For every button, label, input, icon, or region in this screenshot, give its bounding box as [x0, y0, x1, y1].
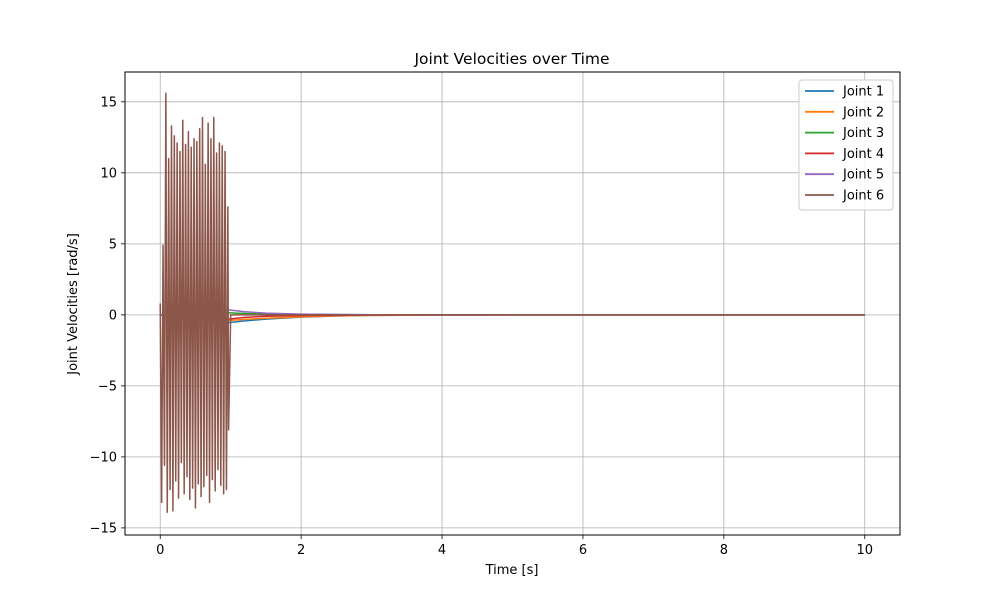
x-tick-label: 6 — [579, 543, 587, 558]
series-line-joint-6 — [159, 92, 865, 514]
legend-label-joint-3: Joint 3 — [842, 126, 884, 141]
y-tick-label: 5 — [109, 237, 117, 252]
legend: Joint 1 Joint 2 Joint 3 Joint 4 Joint 5 Joint… — [798, 79, 894, 211]
y-tick-label: −10 — [90, 450, 117, 465]
y-tick-label: 0 — [109, 308, 117, 323]
x-tick-label: 8 — [720, 543, 728, 558]
legend-label-joint-6: Joint 6 — [842, 189, 884, 204]
y-tick-label: −15 — [90, 521, 117, 536]
x-tick-label: 0 — [156, 543, 164, 558]
legend-label-joint-1: Joint 1 — [842, 85, 884, 100]
x-tick-label: 2 — [297, 543, 305, 558]
legend-label-joint-2: Joint 2 — [842, 105, 884, 120]
chart-title: Joint Velocities over Time — [413, 50, 609, 68]
y-tick-label: −5 — [98, 379, 117, 394]
legend-label-joint-4: Joint 4 — [842, 147, 884, 162]
plot-series — [159, 92, 865, 514]
axis-ticks: 0 2 4 6 8 10 −15 −10 −5 0 5 10 15 — [90, 95, 873, 558]
x-axis-label: Time [s] — [485, 563, 539, 578]
x-tick-label: 4 — [438, 543, 446, 558]
plot-frame — [124, 71, 901, 536]
y-tick-label: 15 — [100, 95, 117, 110]
y-tick-label: 10 — [100, 166, 117, 181]
y-axis-label: Joint Velocities [rad/s] — [66, 233, 81, 376]
x-tick-label: 10 — [856, 543, 873, 558]
legend-label-joint-5: Joint 5 — [842, 168, 884, 183]
